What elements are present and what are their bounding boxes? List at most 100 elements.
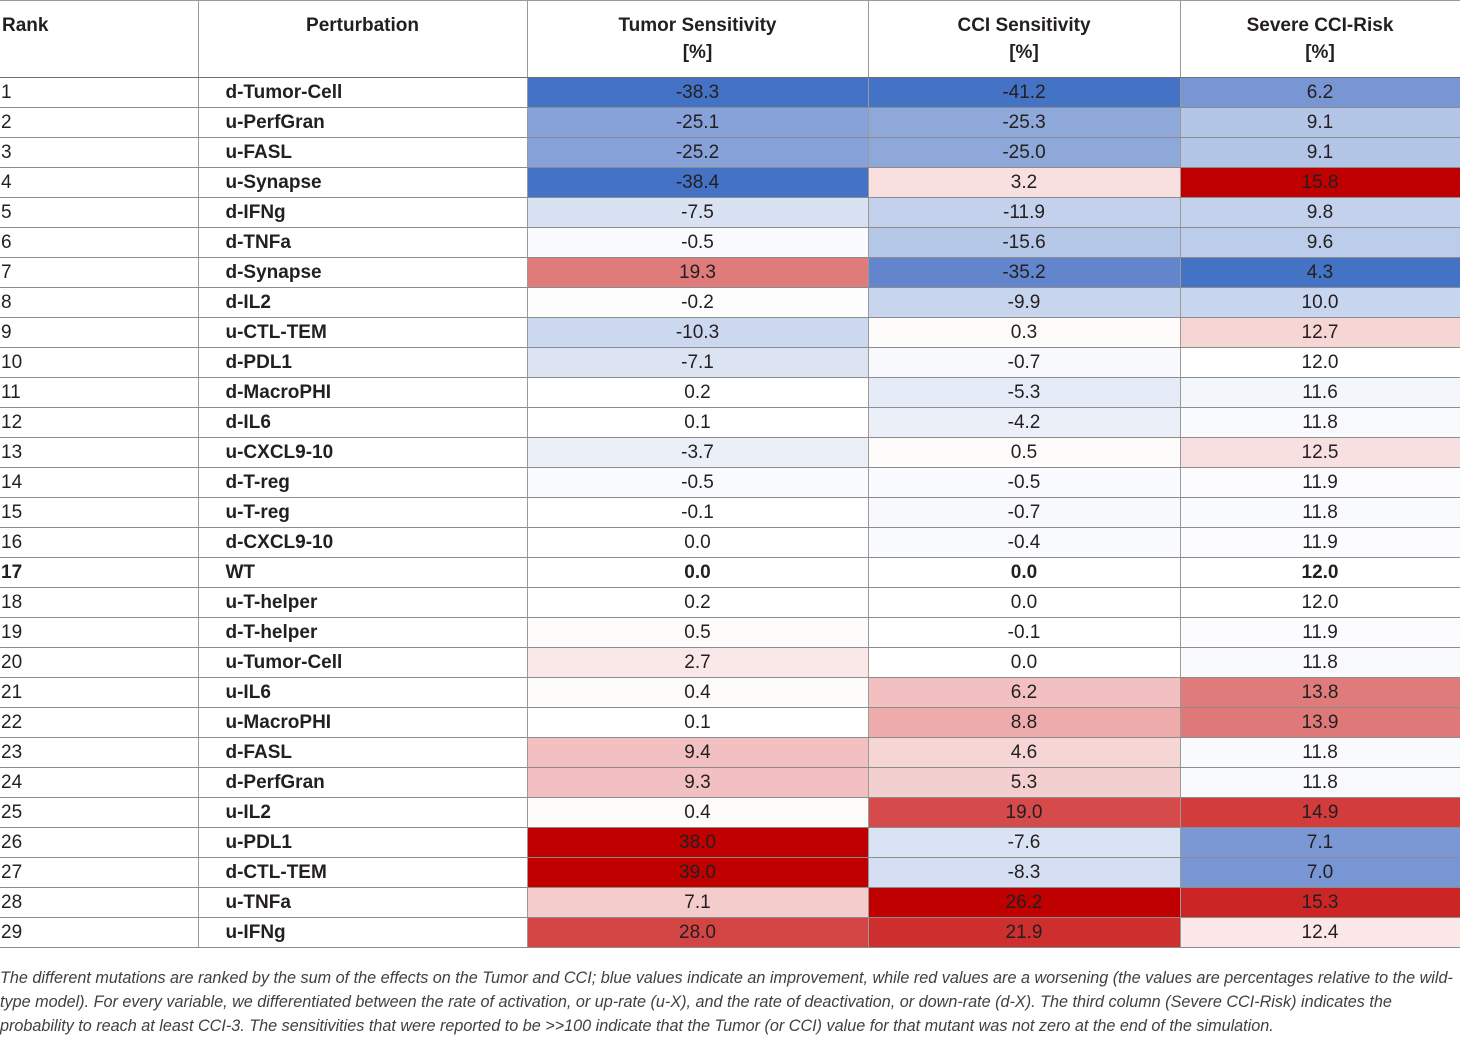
perturbation-cell: u-T-reg [197,497,528,528]
header-perturbation: Perturbation [197,0,528,78]
tumor-sensitivity-cell: 0.1 [526,707,869,738]
severe-cci-risk-cell: 9.1 [1179,107,1460,138]
cci-sensitivity-cell: 5.3 [867,767,1181,798]
cci-sensitivity-cell: -0.7 [867,347,1181,378]
tumor-sensitivity-cell: 39.0 [526,857,869,888]
cci-sensitivity-cell: 6.2 [867,677,1181,708]
rank-cell: 14 [0,467,199,498]
table-row: 22 u-MacroPHI 0.1 8.8 13.9 [0,707,1460,738]
rank-cell: 24 [0,767,199,798]
table-row: 17 WT 0.0 0.0 12.0 [0,557,1460,588]
header-row: Rank Perturbation Tumor Sensitivity [%] … [0,0,1460,78]
table-row: 24 d-PerfGran 9.3 5.3 11.8 [0,767,1460,798]
severe-cci-risk-cell: 12.0 [1179,587,1460,618]
table-row: 21 u-IL6 0.4 6.2 13.8 [0,677,1460,708]
table-row: 19 d-T-helper 0.5 -0.1 11.9 [0,617,1460,648]
table-row: 2 u-PerfGran -25.1 -25.3 9.1 [0,107,1460,138]
rank-cell: 20 [0,647,199,678]
rank-cell: 22 [0,707,199,738]
table-row: 16 d-CXCL9-10 0.0 -0.4 11.9 [0,527,1460,558]
perturbation-cell: d-FASL [197,737,528,768]
tumor-sensitivity-cell: 9.3 [526,767,869,798]
table-row: 27 d-CTL-TEM 39.0 -8.3 7.0 [0,857,1460,888]
severe-cci-risk-cell: 11.8 [1179,407,1460,438]
cci-sensitivity-cell: -0.1 [867,617,1181,648]
perturbation-cell: d-T-reg [197,467,528,498]
tumor-sensitivity-cell: 0.0 [526,557,869,588]
perturbation-cell: u-PDL1 [197,827,528,858]
table-row: 5 d-IFNg -7.5 -11.9 9.8 [0,197,1460,228]
rank-cell: 23 [0,737,199,768]
tumor-sensitivity-cell: 9.4 [526,737,869,768]
rank-cell: 17 [0,557,199,588]
perturbation-cell: d-TNFa [197,227,528,258]
cci-sensitivity-cell: -4.2 [867,407,1181,438]
tumor-sensitivity-cell: -0.5 [526,227,869,258]
perturbation-cell: d-IFNg [197,197,528,228]
rank-cell: 27 [0,857,199,888]
sensitivity-table-container: Rank Perturbation Tumor Sensitivity [%] … [0,0,1460,1035]
rank-cell: 8 [0,287,199,318]
cci-sensitivity-cell: -11.9 [867,197,1181,228]
table-row: 11 d-MacroPHI 0.2 -5.3 11.6 [0,377,1460,408]
sensitivity-table: Rank Perturbation Tumor Sensitivity [%] … [0,0,1460,948]
perturbation-cell: u-CTL-TEM [197,317,528,348]
cci-sensitivity-cell: -41.2 [867,77,1181,108]
perturbation-cell: d-PDL1 [197,347,528,378]
table-row: 10 d-PDL1 -7.1 -0.7 12.0 [0,347,1460,378]
severe-cci-risk-cell: 13.8 [1179,677,1460,708]
perturbation-cell: u-IL2 [197,797,528,828]
tumor-sensitivity-cell: 0.2 [526,587,869,618]
perturbation-cell: d-MacroPHI [197,377,528,408]
severe-cci-risk-cell: 15.3 [1179,887,1460,918]
table-row: 7 d-Synapse 19.3 -35.2 4.3 [0,257,1460,288]
perturbation-cell: u-CXCL9-10 [197,437,528,468]
cci-sensitivity-cell: -0.5 [867,467,1181,498]
tumor-sensitivity-cell: 7.1 [526,887,869,918]
cci-sensitivity-cell: 21.9 [867,917,1181,948]
tumor-sensitivity-cell: -7.1 [526,347,869,378]
severe-cci-risk-cell: 7.1 [1179,827,1460,858]
rank-cell: 9 [0,317,199,348]
header-tumor-label: Tumor Sensitivity [618,15,777,36]
cci-sensitivity-cell: -7.6 [867,827,1181,858]
tumor-sensitivity-cell: -25.1 [526,107,869,138]
cci-sensitivity-cell: 19.0 [867,797,1181,828]
rank-cell: 10 [0,347,199,378]
perturbation-cell: u-MacroPHI [197,707,528,738]
severe-cci-risk-cell: 9.1 [1179,137,1460,168]
rank-cell: 29 [0,917,199,948]
severe-cci-risk-cell: 11.9 [1179,467,1460,498]
tumor-sensitivity-cell: 28.0 [526,917,869,948]
severe-cci-risk-cell: 12.5 [1179,437,1460,468]
table-row: 14 d-T-reg -0.5 -0.5 11.9 [0,467,1460,498]
perturbation-cell: u-PerfGran [197,107,528,138]
tumor-sensitivity-cell: -0.2 [526,287,869,318]
rank-cell: 11 [0,377,199,408]
rank-cell: 5 [0,197,199,228]
header-cci-sensitivity: CCI Sensitivity [%] [867,0,1181,78]
cci-sensitivity-cell: 8.8 [867,707,1181,738]
table-row: 4 u-Synapse -38.4 3.2 15.8 [0,167,1460,198]
rank-cell: 19 [0,617,199,648]
table-row: 3 u-FASL -25.2 -25.0 9.1 [0,137,1460,168]
tumor-sensitivity-cell: -3.7 [526,437,869,468]
severe-cci-risk-cell: 12.0 [1179,347,1460,378]
table-body: 1 d-Tumor-Cell -38.3 -41.2 6.2 2 u-PerfGran -25… [0,77,1460,948]
table-row: 6 d-TNFa -0.5 -15.6 9.6 [0,227,1460,258]
perturbation-cell: u-T-helper [197,587,528,618]
rank-cell: 2 [0,107,199,138]
rank-cell: 26 [0,827,199,858]
severe-cci-risk-cell: 11.9 [1179,617,1460,648]
table-row: 28 u-TNFa 7.1 26.2 15.3 [0,887,1460,918]
header-rank: Rank [0,0,199,78]
rank-cell: 15 [0,497,199,528]
perturbation-cell: d-Synapse [197,257,528,288]
table-row: 25 u-IL2 0.4 19.0 14.9 [0,797,1460,828]
header-cci-label: CCI Sensitivity [957,15,1091,36]
severe-cci-risk-cell: 4.3 [1179,257,1460,288]
severe-cci-risk-cell: 11.8 [1179,767,1460,798]
cci-sensitivity-cell: -25.3 [867,107,1181,138]
perturbation-cell: u-Synapse [197,167,528,198]
severe-cci-risk-cell: 11.8 [1179,737,1460,768]
